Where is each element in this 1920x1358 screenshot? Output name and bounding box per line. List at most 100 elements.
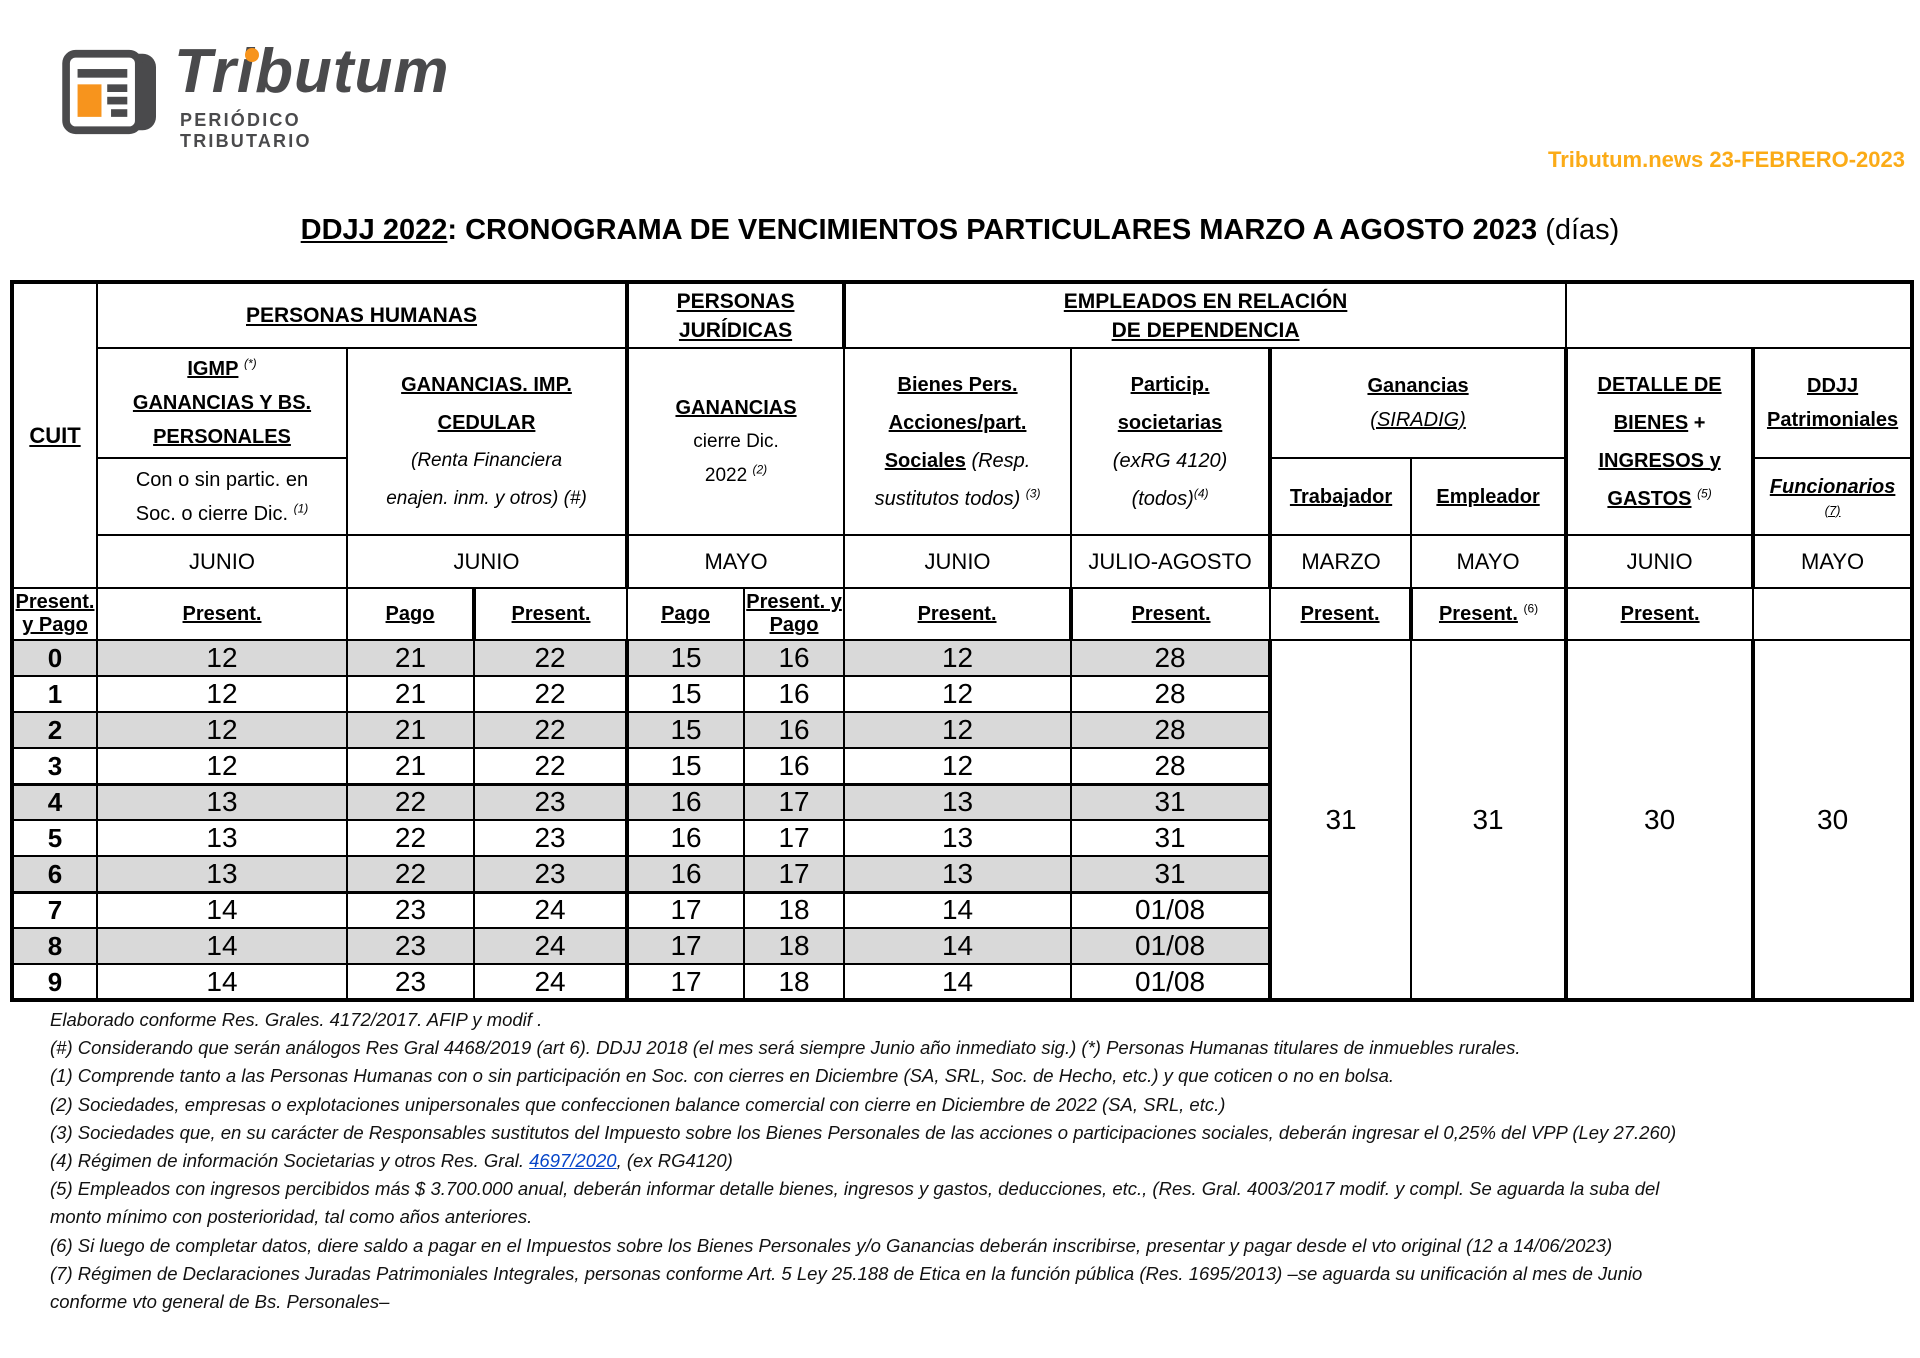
cuit-digit: 1 [11,675,98,713]
vencimientos-table: CUIT PERSONAS HUMANAS PERSONAS JURÍDICAS… [10,280,1915,1002]
data-cell: 13 [96,819,348,857]
cuit-digit: 3 [11,747,98,785]
data-cell: 12 [843,711,1073,749]
data-cell: 12 [843,747,1073,785]
header-ganancias-siradig: Ganancias (SIRADIG) [1268,347,1568,459]
data-cell: 22 [472,675,629,713]
footnotes: Elaborado conforme Res. Grales. 4172/201… [50,1006,1910,1316]
data-cell: 21 [346,711,475,749]
resolution-link[interactable]: 4697/2020 [529,1150,617,1172]
month-cell: MAYO [1751,534,1914,589]
merged-cell-empleador: 31 [1410,639,1568,1001]
data-cell: 17 [625,890,746,929]
data-cell: 16 [743,639,846,677]
brand-wordmark: Tributum [174,37,450,106]
header-ganancias-pj: GANANCIAS cierre Dic. 2022 (2) [625,347,846,536]
cuit-digit: 6 [11,855,98,893]
present-cell: Present. y Pago [11,587,98,641]
brand-i-dot-icon [245,48,259,62]
header-particip-societarias: Particip. societarias (exRG 4120) (todos… [1070,347,1272,536]
data-cell: 16 [625,782,746,821]
data-cell: 31 [1070,855,1272,893]
data-cell: 17 [743,855,846,893]
data-cell: 16 [625,819,746,857]
present-cell: Present. [471,587,629,641]
dateline: Tributum.news 23-FEBRERO-2023 [1548,147,1905,172]
header-igmp-subnote: Con o sin partic. en Soc. o cierre Dic. … [96,457,348,536]
data-cell: 28 [1070,675,1272,713]
month-cell: MAYO [1410,534,1568,589]
data-cell: 14 [96,890,348,929]
present-cell: Present. [96,587,348,641]
footnote-line: (5) Empleados con ingresos percibidos má… [50,1178,1660,1200]
present-cell: Pago [346,587,475,641]
cuit-digit: 5 [11,819,98,857]
month-cell: JUNIO [96,534,348,589]
data-cell: 16 [743,711,846,749]
present-cell: Present. (6) [1409,587,1568,641]
data-cell: 28 [1070,747,1272,785]
cuit-digit: 9 [11,963,98,1001]
data-cell: 23 [346,927,475,965]
data-cell: 18 [743,890,846,929]
title-main: : CRONOGRAMA DE VENCIMIENTOS PARTICULARE… [447,214,1538,246]
month-cell: MAYO [625,534,846,589]
data-cell: 24 [472,890,629,929]
header-trabajador: Trabajador [1268,457,1413,536]
present-cell: Pago [626,587,746,641]
data-cell: 13 [843,855,1073,893]
cuit-digit: 4 [11,782,98,821]
data-cell: 22 [472,747,629,785]
data-cell: 14 [843,963,1073,1001]
data-cell: 12 [96,747,348,785]
merged-cell-funcionarios: 30 [1751,639,1914,1001]
footnote-text: , (ex RG4120) [616,1150,733,1172]
footnote-line: conforme vto general de Bs. Personales– [50,1291,390,1313]
footnote-line: (#) Considerando que serán análogos Res … [50,1037,1521,1059]
cuit-digit: 7 [11,890,98,929]
data-cell: 12 [96,711,348,749]
footnote-line: monto mínimo con posterioridad, tal como… [50,1206,533,1228]
data-cell: 23 [346,963,475,1001]
data-cell: 23 [346,890,475,929]
data-cell: 28 [1070,639,1272,677]
footnote-line: (2) Sociedades, empresas o explotaciones… [50,1093,1226,1115]
header-ddjj-patrimoniales: DDJJ Patrimoniales [1751,347,1914,459]
data-cell: 15 [625,711,746,749]
data-cell: 14 [843,927,1073,965]
data-cell: 14 [96,927,348,965]
month-cell: JULIO-AGOSTO [1070,534,1272,589]
present-cell: Present. y Pago [743,587,846,641]
data-cell: 23 [472,855,629,893]
header-igmp: IGMP (*) GANANCIAS Y BS. PERSONALES [96,347,348,459]
data-cell: 31 [1070,782,1272,821]
data-cell: 21 [346,747,475,785]
data-cell: 22 [346,855,475,893]
section-empleados: EMPLEADOS EN RELACIÓN DE DEPENDENCIA [842,281,1568,349]
footnote-line: (7) Régimen de Declaraciones Juradas Pat… [50,1262,1643,1284]
data-cell: 12 [843,639,1073,677]
data-cell: 12 [96,675,348,713]
data-cell: 18 [743,927,846,965]
footnote-line: (6) Si luego de completar datos, diere s… [50,1234,1613,1256]
cuit-digit: 0 [11,639,98,677]
data-cell: 01/08 [1070,963,1272,1001]
data-cell: 22 [472,639,629,677]
header-funcionarios: Funcionarios (7) [1751,457,1914,536]
data-cell: 28 [1070,711,1272,749]
month-cell: JUNIO [345,534,629,589]
data-cell: 18 [743,963,846,1001]
header-cedular: GANANCIAS. IMP. CEDULAR (Renta Financier… [345,347,629,536]
data-cell: 17 [743,819,846,857]
data-cell: 22 [472,711,629,749]
data-cell: 13 [96,855,348,893]
footnote-line: (3) Sociedades que, en su carácter de Re… [50,1121,1677,1143]
data-cell: 12 [96,639,348,677]
data-cell: 24 [472,927,629,965]
header-empleador: Empleador [1410,457,1568,536]
page-title: DDJJ 2022: CRONOGRAMA DE VENCIMIENTOS PA… [0,214,1920,247]
data-cell: 21 [346,675,475,713]
footnote-line-with-link: (4) Régimen de información Societarias y… [50,1147,1910,1175]
data-cell: 16 [743,747,846,785]
